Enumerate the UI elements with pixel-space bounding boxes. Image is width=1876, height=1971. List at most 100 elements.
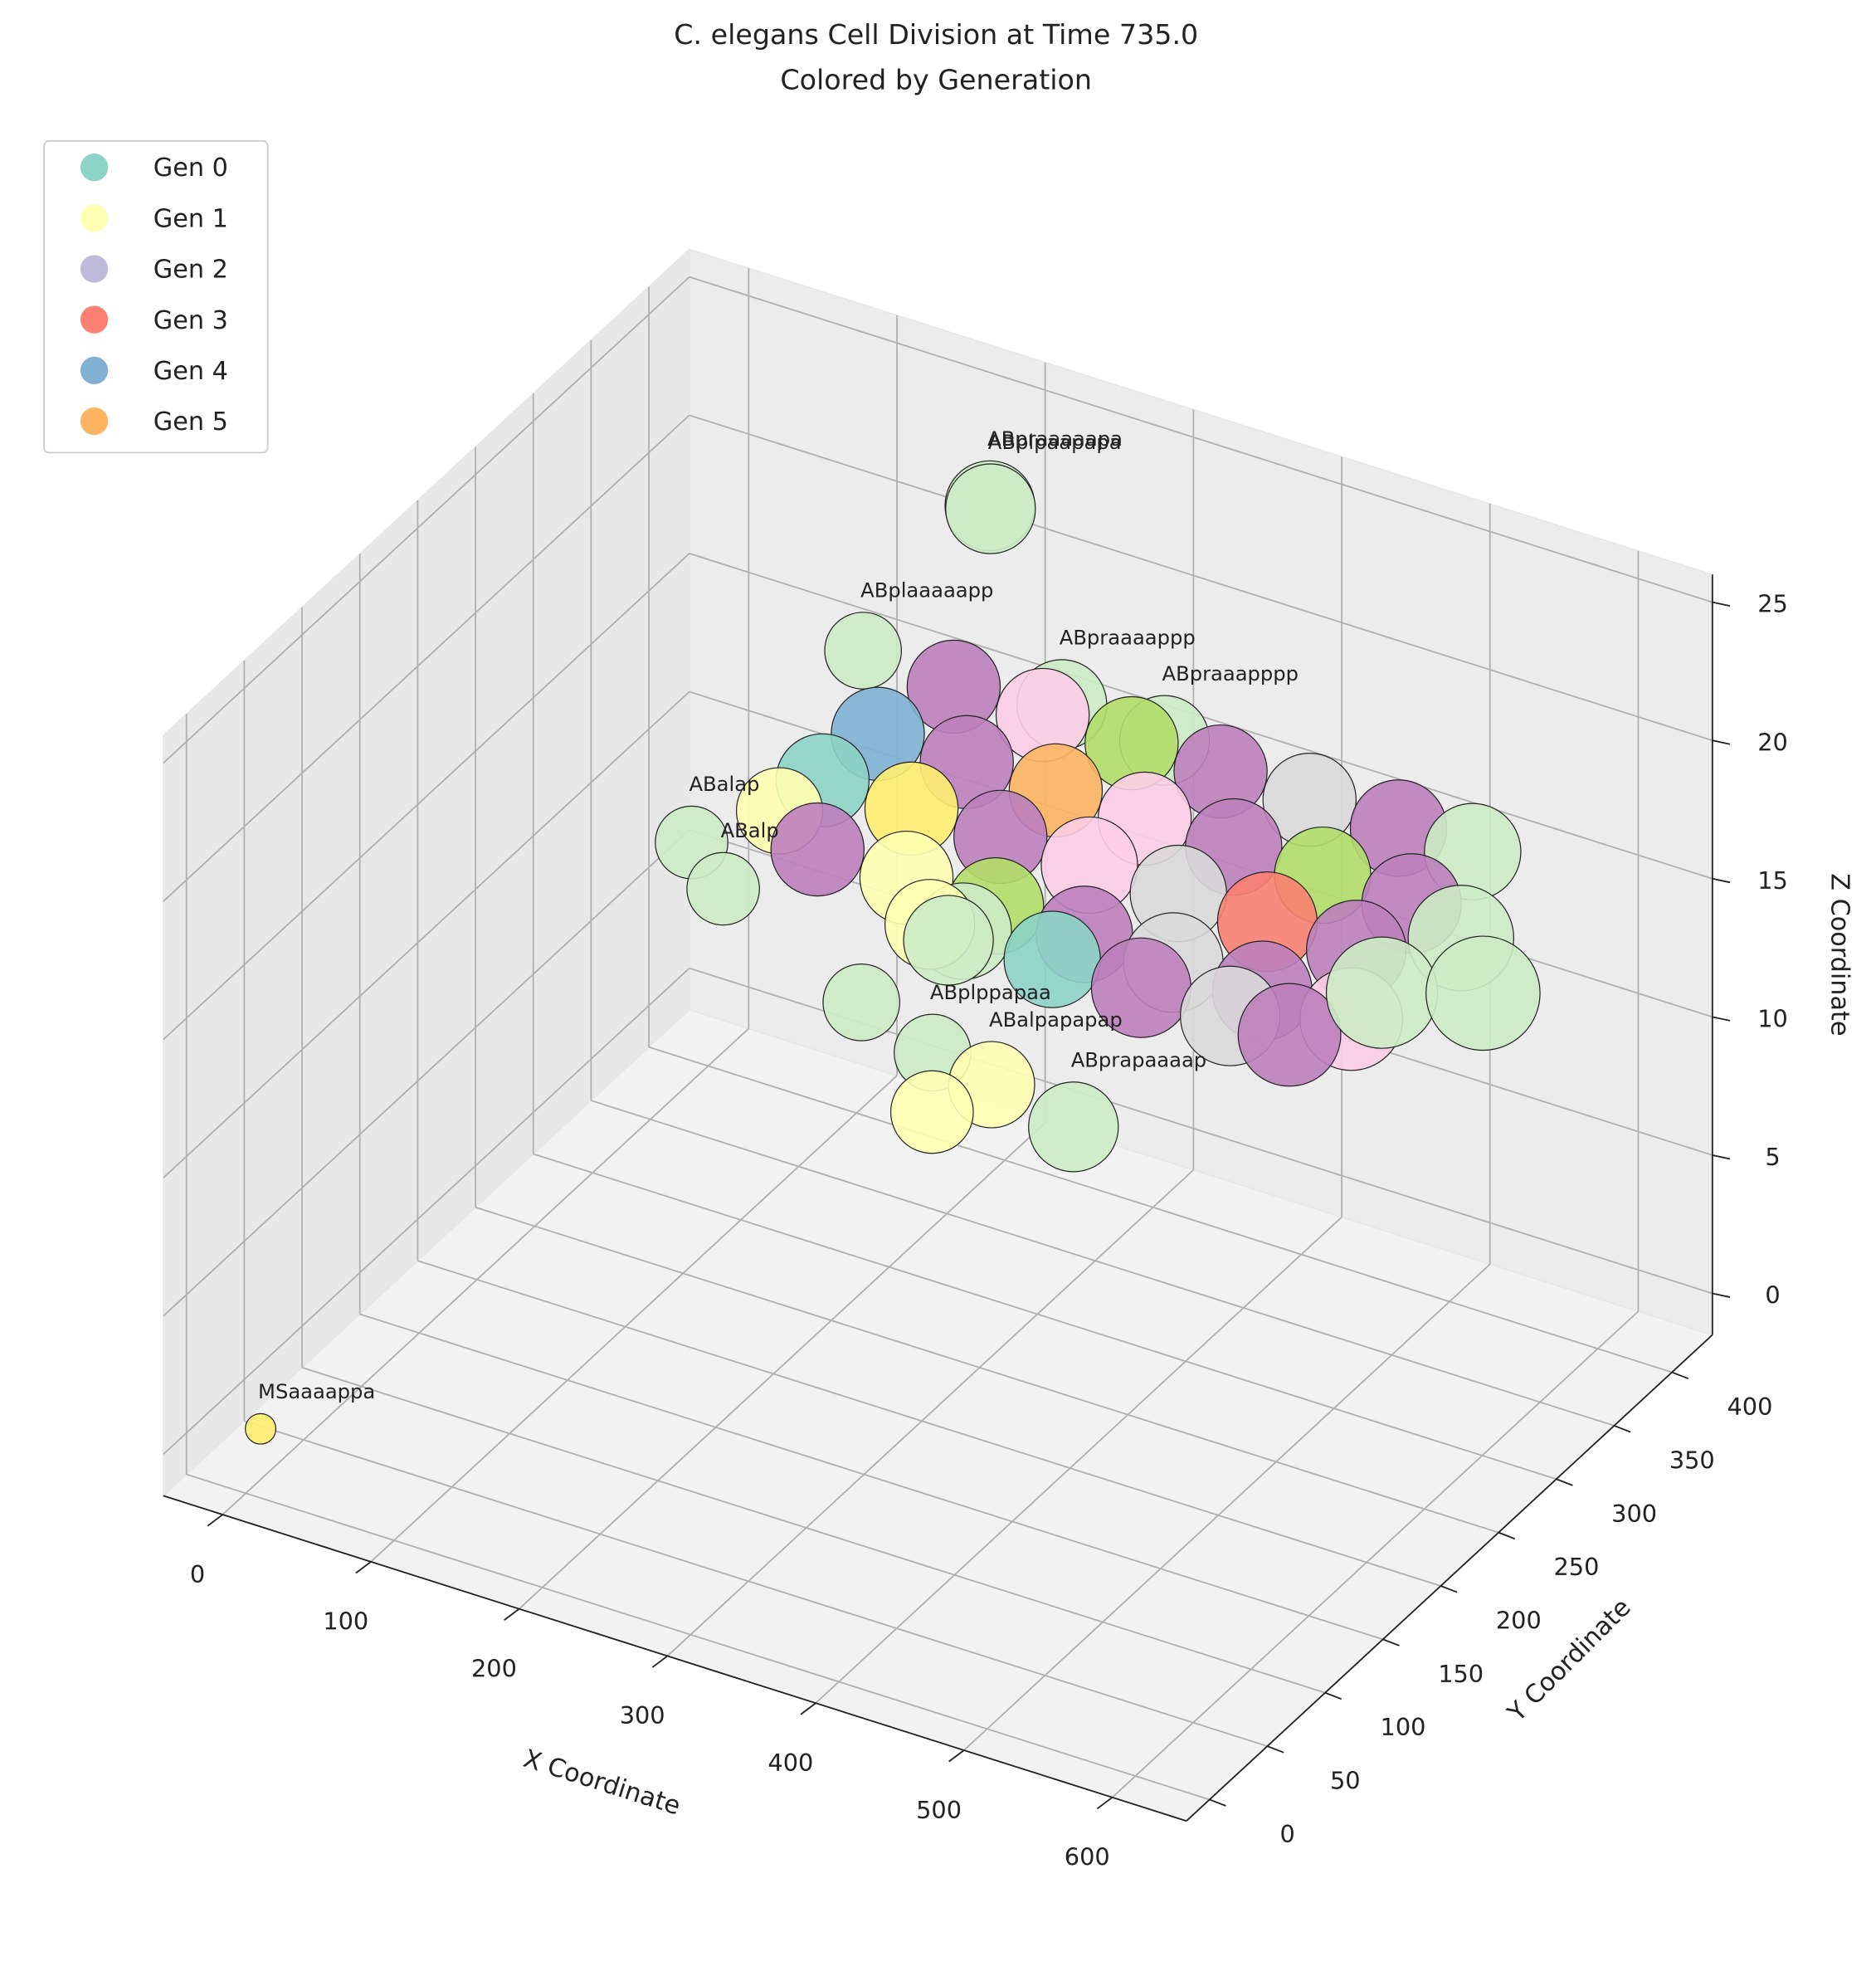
marks: [245, 460, 1541, 1445]
cell-label: ABpraaaappp: [1060, 627, 1196, 650]
cell-label: ABalap: [689, 773, 759, 796]
legend-marker: [80, 204, 109, 232]
legend-label: Gen 4: [153, 357, 228, 386]
cell-point: [1425, 935, 1541, 1051]
chart-title: C. elegans Cell Division at Time 735.0: [674, 18, 1198, 51]
cell-label: MSaaaappa: [258, 1380, 375, 1403]
x-tick-label: 200: [471, 1654, 517, 1682]
y-tick: [1671, 1371, 1689, 1379]
x-tick: [207, 1514, 223, 1527]
z-tick: [1712, 1154, 1731, 1160]
grid-line: [533, 1153, 1557, 1481]
cell-label: ABalp: [721, 819, 779, 842]
y-tick: [1209, 1798, 1226, 1807]
x-tick: [948, 1749, 965, 1763]
x-tick-label: 500: [916, 1796, 962, 1824]
grid-line: [186, 1473, 1211, 1801]
x-tick-label: 0: [190, 1560, 205, 1588]
x-tick-label: 100: [323, 1608, 368, 1636]
legend-label: Gen 0: [153, 154, 228, 183]
legend-marker: [80, 255, 109, 283]
y-tick-label: 0: [1279, 1820, 1294, 1848]
grid-line: [244, 1420, 1268, 1747]
cell-point: [822, 963, 900, 1042]
cell-point: [770, 802, 865, 897]
cell-point: [1325, 936, 1439, 1049]
legend-marker: [80, 407, 109, 436]
chart-subtitle: Colored by Generation: [780, 64, 1092, 96]
cell-point: [903, 895, 994, 986]
legend-box: [43, 139, 269, 454]
grid-line: [222, 1027, 749, 1515]
y-tick: [1498, 1531, 1516, 1540]
legend-marker: [80, 153, 109, 182]
z-tick: [1712, 1016, 1731, 1022]
cell-label: ABplppapaa: [930, 981, 1051, 1004]
cell-point: [245, 1412, 277, 1445]
y-tick: [1556, 1478, 1573, 1486]
side-pane: [163, 247, 690, 1498]
grid-line: [163, 414, 690, 902]
legend-label: Gen 2: [153, 256, 228, 285]
grid-line: [370, 1075, 898, 1563]
grid-line: [519, 1122, 1046, 1610]
z-tick: [1712, 739, 1731, 745]
y-tick-label: 100: [1381, 1713, 1426, 1741]
y-tick-label: 50: [1330, 1767, 1361, 1795]
grid-line: [163, 968, 690, 1456]
grid-line: [301, 1367, 1326, 1694]
grid-line: [163, 553, 690, 1041]
x-tick-label: 300: [620, 1701, 665, 1730]
cell-point: [945, 463, 1036, 554]
z-tick: [1712, 877, 1731, 884]
legend-label: Gen 5: [153, 407, 228, 437]
z-tick-label: 10: [1757, 1004, 1788, 1032]
grid-line: [666, 1169, 1194, 1657]
cell-point: [889, 1070, 974, 1154]
z-axis-label: Z Coordinate: [1825, 873, 1854, 1036]
y-tick: [1614, 1425, 1631, 1433]
cell-label: ABpraaaaapa: [987, 427, 1123, 451]
legend-label: Gen 1: [153, 204, 228, 233]
legend-marker: [80, 305, 109, 334]
cell-label: ABalpapapap: [989, 1008, 1123, 1032]
x-axis-label: X Coordinate: [520, 1744, 685, 1822]
x-tick: [651, 1655, 668, 1668]
y-tick: [1324, 1691, 1342, 1700]
y-tick: [1440, 1585, 1458, 1593]
cell-point: [824, 612, 902, 690]
grid-line: [417, 1260, 1441, 1587]
legend-marker: [80, 356, 109, 385]
grid-line: [815, 1216, 1342, 1704]
grid-line: [591, 1100, 1615, 1427]
x-tick: [355, 1561, 372, 1574]
y-tick-label: 200: [1496, 1606, 1542, 1634]
z-tick-label: 15: [1757, 866, 1788, 895]
cell-point: [686, 851, 760, 926]
grid-line: [689, 276, 1713, 603]
x-tick-label: 400: [767, 1749, 813, 1777]
x-tick-label: 600: [1065, 1843, 1110, 1871]
y-tick-label: 250: [1554, 1553, 1600, 1581]
z-tick-label: 0: [1765, 1281, 1780, 1310]
grid-line: [163, 829, 690, 1317]
x-axis: [163, 1495, 1187, 1822]
grid-line: [963, 1263, 1491, 1751]
grid-line: [648, 1046, 1673, 1373]
cell-point: [1237, 983, 1342, 1087]
cell-label: ABplpaapapa: [988, 431, 1122, 454]
y-tick: [1382, 1638, 1400, 1647]
y-tick-label: 350: [1669, 1446, 1715, 1474]
cell-label: ABplaaaaapp: [860, 579, 993, 603]
y-tick-label: 150: [1438, 1660, 1484, 1688]
grid-line: [163, 690, 690, 1178]
grid-line: [689, 414, 1713, 742]
y-axis: [1186, 1334, 1713, 1822]
y-tick: [1267, 1745, 1284, 1754]
y-tick-label: 300: [1611, 1500, 1657, 1528]
x-tick: [504, 1608, 520, 1621]
cell-label: ABprapaaaap: [1071, 1049, 1206, 1072]
